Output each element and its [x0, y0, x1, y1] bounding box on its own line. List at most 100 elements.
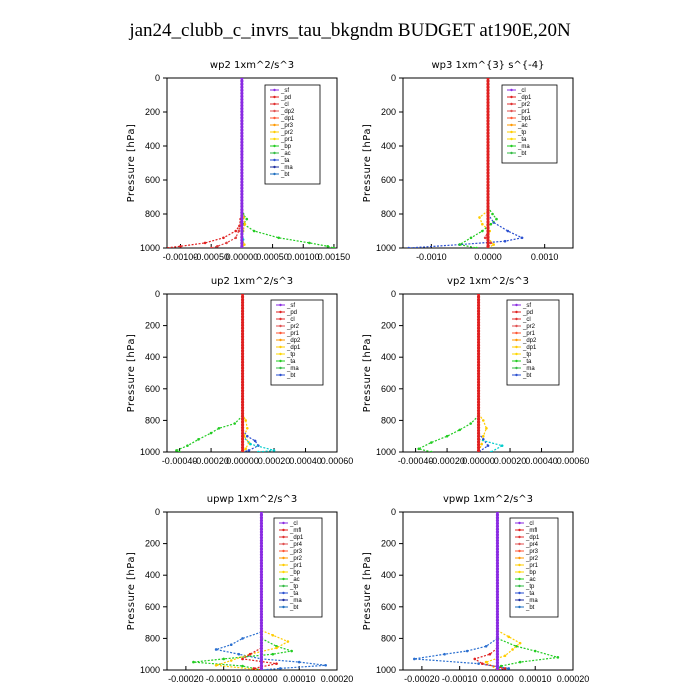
panel-title: up2 1xm^2/s^3 — [211, 276, 293, 287]
series-point — [480, 442, 484, 446]
legend-entry: _dp1 — [286, 345, 301, 351]
series-point — [244, 419, 248, 422]
zero-profile-point — [495, 663, 500, 668]
y-tick-label: 400 — [381, 570, 396, 580]
zero-profile-point — [259, 521, 264, 525]
zero-profile-point — [486, 201, 490, 206]
zero-profile-point — [495, 646, 500, 651]
zero-profile-point — [495, 655, 500, 659]
zero-profile-point — [495, 587, 500, 591]
legend-entry: _ta — [522, 359, 532, 365]
zero-profile-point — [486, 198, 490, 202]
y-tick-label: 800 — [145, 415, 160, 425]
legend-entry: _tp — [525, 584, 535, 590]
legend-entry: _ta — [280, 158, 290, 164]
zero-profile-point — [486, 168, 490, 172]
zero-profile-point — [240, 183, 244, 187]
series-point — [233, 422, 236, 425]
series-point — [430, 441, 433, 444]
zero-profile-point — [259, 567, 264, 571]
zero-profile-point — [486, 85, 490, 89]
zero-profile-point — [259, 601, 264, 605]
legend-entry: _pd — [280, 95, 291, 101]
zero-profile-point — [259, 595, 264, 599]
zero-profile-point — [495, 547, 500, 551]
legend-box — [506, 299, 560, 386]
legend-box — [270, 299, 324, 386]
legend-entry: _pr2 — [525, 556, 539, 562]
legend-entry: _pr1 — [517, 109, 531, 115]
series-point — [465, 649, 469, 653]
legend-marker — [279, 366, 282, 370]
zero-profile-point — [259, 663, 264, 668]
series-point — [484, 645, 488, 648]
legend-marker — [282, 563, 285, 567]
legend-entry: _bp — [280, 144, 292, 150]
zero-profile-point — [476, 397, 481, 401]
legend-entry: _bt — [289, 605, 299, 611]
zero-profile-point — [240, 168, 244, 172]
series-point — [186, 444, 189, 447]
zero-profile-point — [486, 110, 490, 114]
zero-profile-point — [476, 431, 481, 435]
zero-profile-point — [495, 516, 500, 520]
zero-profile-point — [240, 298, 245, 302]
series-point — [503, 654, 507, 658]
zero-profile-point — [240, 223, 244, 227]
legend-entry: _tp — [289, 584, 299, 590]
zero-profile-point — [240, 113, 244, 117]
legend-marker — [279, 352, 282, 356]
legend-entry: _dp2 — [280, 109, 295, 115]
legend-marker — [273, 172, 276, 176]
y-axis-label: Pressure [hPa] — [126, 124, 137, 203]
zero-profile-point — [495, 521, 500, 525]
x-tick-label: 0.00000 — [481, 674, 514, 684]
zero-profile-point — [495, 598, 500, 602]
panel-title: upwp 1xm^2/s^3 — [207, 494, 297, 505]
series-point — [229, 643, 233, 647]
legend-entry: _pd — [286, 310, 297, 316]
series-group — [413, 512, 560, 670]
zero-profile-point — [259, 555, 264, 560]
y-tick-label: 200 — [381, 107, 396, 117]
legend-entry: _bt — [525, 605, 535, 611]
zero-profile-point — [240, 403, 245, 407]
legend-marker — [518, 535, 521, 539]
series-point — [271, 633, 275, 637]
zero-profile-point — [240, 149, 244, 154]
zero-profile-point — [259, 624, 264, 628]
legend-marker — [515, 317, 518, 321]
y-tick-label: 800 — [381, 209, 396, 219]
zero-profile-point — [240, 428, 245, 433]
legend-marker — [518, 570, 521, 574]
zero-profile-point — [240, 235, 244, 239]
series-point — [473, 657, 477, 661]
legend-entry: _bp — [289, 570, 301, 576]
zero-profile-point — [486, 152, 490, 157]
legend-entry: _tp — [517, 130, 527, 136]
zero-profile-point — [259, 615, 264, 619]
zero-profile-point — [476, 440, 481, 444]
legend-entry: _ac — [280, 151, 291, 157]
series-point — [484, 660, 488, 664]
zero-profile-point — [259, 612, 264, 616]
zero-profile-point — [240, 103, 244, 108]
zero-profile-point — [240, 323, 245, 327]
zero-profile-point — [240, 294, 245, 296]
zero-profile-point — [240, 107, 244, 111]
zero-profile-point — [240, 332, 245, 336]
series-line — [242, 435, 275, 452]
zero-profile-point — [259, 638, 264, 642]
zero-profile-point — [259, 621, 264, 625]
legend-entry: _pr2 — [522, 324, 536, 330]
zero-profile-point — [476, 295, 481, 299]
series-point — [271, 652, 275, 656]
x-tick-label: 0.00000 — [226, 456, 259, 466]
legend-marker — [282, 598, 285, 602]
zero-profile-point — [476, 389, 481, 393]
y-tick-label: 600 — [381, 384, 396, 394]
y-tick-label: 600 — [145, 602, 160, 612]
zero-profile-point — [495, 584, 500, 588]
series-point — [518, 660, 522, 664]
series-point — [241, 637, 244, 640]
